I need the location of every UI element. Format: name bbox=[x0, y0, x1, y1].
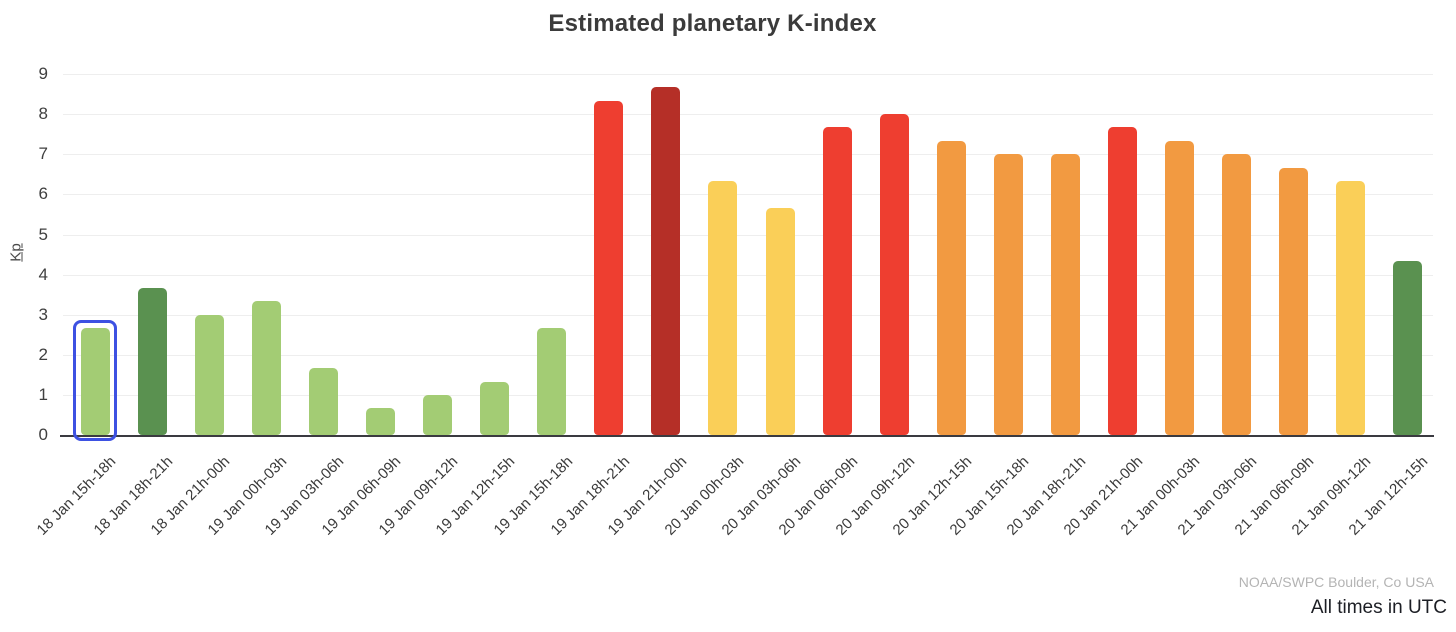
kp-bar[interactable] bbox=[708, 181, 738, 435]
y-tick-label: 8 bbox=[38, 104, 48, 124]
selected-bar-outline bbox=[73, 319, 118, 441]
gridline bbox=[63, 234, 1433, 236]
y-tick-label: 2 bbox=[38, 344, 48, 364]
y-tick-label: 0 bbox=[38, 425, 48, 444]
kp-bar[interactable] bbox=[1279, 167, 1309, 435]
kp-bar[interactable] bbox=[366, 408, 396, 435]
y-tick-label: 9 bbox=[38, 64, 48, 84]
kp-bar[interactable] bbox=[765, 207, 795, 435]
y-tick-label: 3 bbox=[38, 304, 48, 324]
y-tick-label: 5 bbox=[38, 224, 48, 244]
gridline bbox=[63, 114, 1433, 116]
kp-bar[interactable] bbox=[537, 327, 567, 435]
kp-bar[interactable] bbox=[309, 368, 339, 435]
y-tick-label: 7 bbox=[38, 144, 48, 164]
kp-bar[interactable] bbox=[137, 287, 167, 435]
kp-bar[interactable] bbox=[1336, 181, 1366, 435]
y-tick-label: 6 bbox=[38, 184, 48, 204]
kp-bar[interactable] bbox=[1393, 261, 1423, 435]
kp-bar[interactable] bbox=[1050, 154, 1080, 435]
x-axis-line bbox=[60, 435, 1434, 437]
gridline bbox=[63, 74, 1433, 76]
kp-bar[interactable] bbox=[1222, 154, 1251, 435]
utc-note: All times in UTC bbox=[1310, 597, 1447, 618]
kp-bar[interactable] bbox=[251, 301, 281, 435]
gridline bbox=[63, 274, 1433, 276]
kp-bar[interactable] bbox=[993, 154, 1023, 435]
chart-title: Estimated planetary K-index bbox=[548, 10, 877, 37]
kp-bar[interactable] bbox=[879, 114, 909, 435]
kp-bar[interactable] bbox=[80, 327, 110, 435]
gridline bbox=[63, 194, 1433, 196]
kp-bar[interactable] bbox=[480, 381, 510, 435]
y-tick-label: 1 bbox=[38, 384, 48, 404]
kp-bar[interactable] bbox=[423, 394, 453, 435]
kp-bar[interactable] bbox=[651, 87, 681, 435]
gridline bbox=[63, 394, 1433, 396]
kp-bar[interactable] bbox=[194, 314, 224, 435]
attribution-text: NOAA/SWPC Boulder, Co USA bbox=[1238, 574, 1434, 590]
gridline bbox=[63, 314, 1433, 316]
kp-bar[interactable] bbox=[1107, 127, 1137, 435]
gridline bbox=[63, 354, 1433, 356]
gridline bbox=[63, 154, 1433, 156]
y-tick-label: 4 bbox=[38, 264, 48, 284]
kp-bar[interactable] bbox=[936, 141, 966, 435]
kp-bar[interactable] bbox=[594, 100, 624, 435]
kp-bar[interactable] bbox=[1164, 141, 1194, 435]
kp-bar[interactable] bbox=[822, 127, 852, 435]
